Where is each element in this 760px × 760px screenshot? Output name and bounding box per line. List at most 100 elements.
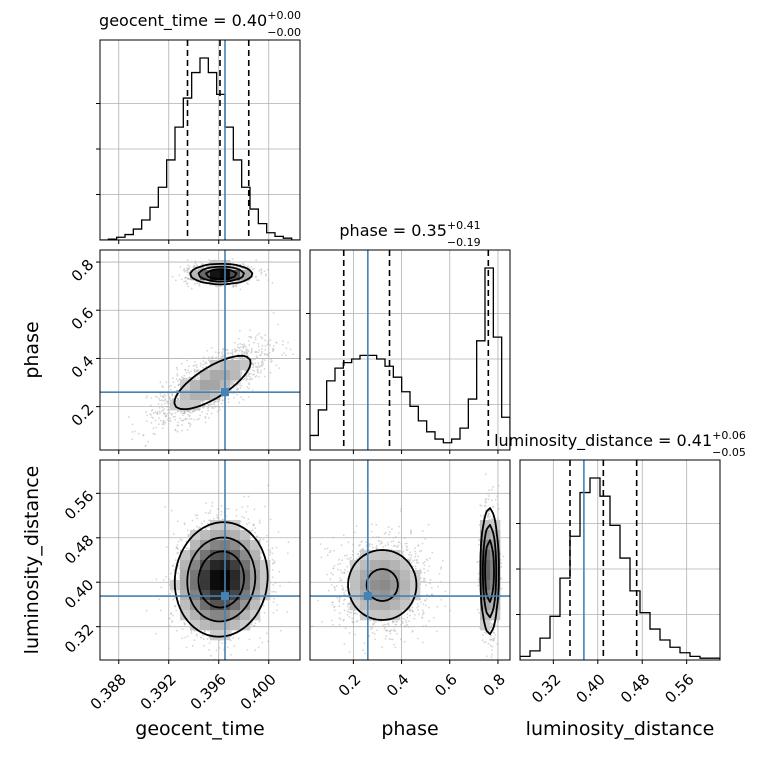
sample-point: [158, 407, 161, 409]
sample-point: [256, 366, 259, 369]
sample-point: [209, 512, 212, 514]
sample-point: [207, 359, 210, 362]
sample-point: [239, 384, 241, 386]
sample-point: [169, 412, 172, 414]
sample-point: [276, 603, 279, 606]
sample-point: [172, 598, 175, 601]
sample-point: [277, 531, 280, 533]
density-cell: [190, 380, 201, 391]
sample-point: [202, 405, 205, 408]
sample-point: [174, 415, 177, 418]
sample-point: [181, 424, 184, 426]
sample-point: [202, 363, 204, 366]
sample-point: [189, 411, 192, 414]
sample-point: [253, 524, 255, 527]
sample-point: [261, 360, 264, 363]
sample-point: [247, 396, 250, 398]
sample-point: [186, 429, 189, 431]
sample-point: [264, 334, 267, 337]
sample-point: [257, 368, 259, 371]
sample-point: [131, 423, 134, 426]
sample-point: [184, 277, 186, 279]
sample-point: [173, 597, 176, 600]
sample-point: [255, 351, 257, 353]
sample-point: [196, 514, 199, 517]
sample-point: [177, 540, 180, 543]
sample-point: [271, 360, 273, 362]
sample-point: [248, 344, 251, 346]
sample-point: [171, 413, 174, 415]
density-cell: [210, 390, 221, 401]
sample-point: [235, 514, 238, 517]
sample-point: [256, 279, 258, 281]
density-cell: [210, 370, 221, 381]
sample-point: [194, 364, 197, 367]
sample-point: [165, 415, 167, 418]
sample-point: [134, 430, 136, 433]
sample-point: [127, 416, 130, 419]
sample-point: [166, 405, 169, 408]
sample-point: [168, 403, 170, 405]
density-cell: [210, 260, 221, 271]
sample-point: [264, 353, 266, 355]
sample-point: [219, 285, 222, 288]
sample-point: [251, 389, 254, 392]
sample-point: [211, 501, 214, 504]
sample-point: [271, 569, 274, 571]
sample-point: [197, 369, 200, 372]
sample-point: [203, 405, 206, 408]
sample-point: [159, 609, 162, 612]
sample-point: [239, 387, 242, 389]
sample-point: [260, 352, 263, 354]
sample-point: [262, 538, 265, 541]
density-cell: [240, 270, 251, 281]
sample-point: [257, 351, 260, 354]
sample-point: [255, 375, 258, 377]
sample-point: [168, 584, 171, 586]
sample-point: [156, 412, 159, 415]
panel-phase-vs-geocent_time: [96, 249, 301, 454]
sample-point: [245, 348, 248, 351]
sample-point: [178, 574, 181, 577]
sample-point: [204, 417, 207, 419]
sample-point: [152, 432, 155, 435]
sample-point: [284, 354, 287, 357]
sample-point: [234, 351, 237, 353]
sample-point: [193, 265, 196, 268]
sample-point: [188, 415, 191, 417]
sample-point: [200, 267, 203, 270]
panel-frame: [99, 249, 301, 451]
sample-point: [170, 621, 173, 623]
truth-marker: [221, 388, 229, 397]
sample-point: [256, 334, 259, 336]
sample-point: [159, 399, 162, 402]
sample-point: [257, 345, 260, 348]
sample-point: [243, 343, 245, 346]
sample-point: [236, 343, 239, 346]
sample-point: [164, 402, 166, 405]
sample-point: [275, 591, 277, 593]
density-contours: [173, 263, 254, 411]
sample-point: [236, 346, 239, 349]
sample-point: [241, 263, 244, 265]
sample-point: [171, 591, 174, 593]
sample-point: [251, 268, 254, 271]
sample-point: [268, 351, 271, 354]
sample-point: [193, 528, 195, 531]
sample-point: [201, 411, 204, 413]
sample-point: [230, 382, 232, 385]
sample-point: [253, 341, 255, 344]
sample-point: [159, 394, 162, 397]
sample-point: [269, 339, 272, 341]
sample-point: [218, 406, 221, 408]
sample-point: [187, 267, 190, 270]
sample-point: [261, 344, 264, 347]
sample-point: [251, 363, 254, 366]
sample-point: [158, 397, 161, 400]
sample-point: [175, 629, 178, 632]
sample-point: [194, 260, 197, 263]
sample-point: [189, 423, 192, 426]
sample-point: [269, 371, 272, 374]
sample-point: [169, 419, 171, 422]
sample-point: [182, 412, 185, 415]
